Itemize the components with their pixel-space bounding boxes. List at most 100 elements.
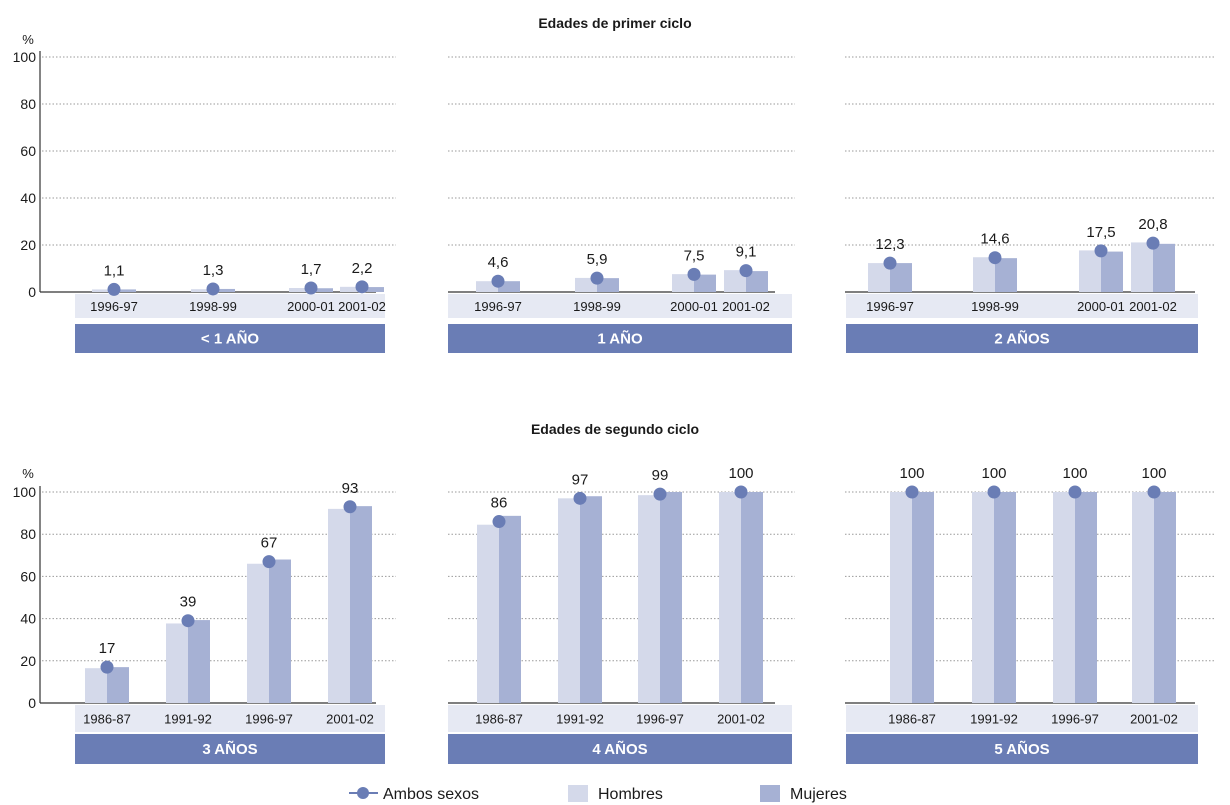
chart-title: Edades de segundo ciclo — [531, 421, 699, 437]
x-tick-label: 2001-02 — [1129, 299, 1177, 314]
bar-hombres — [166, 623, 188, 703]
panel-label: 2 AÑOS — [994, 330, 1049, 348]
x-tick-label: 1991-92 — [970, 712, 1018, 727]
point-ambos-sexos — [262, 555, 276, 569]
data-label: 2,2 — [352, 260, 373, 277]
data-label: 17 — [99, 640, 116, 657]
point-ambos-sexos — [1146, 236, 1160, 250]
bar-mujeres — [188, 620, 210, 703]
x-tick-label: 1986-87 — [888, 712, 936, 727]
y-tick-label: 80 — [20, 96, 36, 112]
point-ambos-sexos — [573, 491, 587, 505]
bar-mujeres — [1153, 243, 1175, 292]
data-label: 4,6 — [488, 254, 509, 271]
bar-hombres — [638, 495, 660, 703]
bar-hombres — [973, 257, 995, 292]
data-label: 100 — [981, 465, 1006, 482]
y-tick-label: 40 — [20, 190, 36, 206]
bar-mujeres — [995, 258, 1017, 292]
bar-hombres — [477, 524, 499, 703]
point-ambos-sexos — [355, 280, 369, 294]
data-label: 14,6 — [980, 231, 1009, 248]
data-label: 17,5 — [1086, 224, 1115, 241]
bar-mujeres — [362, 287, 384, 292]
panel-1-a-o: 0 20 40 60 80 100 1996-97 1998-99 2000-01 2001-02… — [13, 49, 396, 353]
point-ambos-sexos — [492, 515, 506, 529]
panel-4-a-os: 1986-87 1991-92 1996-97 2001-02 86 97 99 100 4 A… — [448, 465, 795, 764]
panel-label: 4 AÑOS — [592, 740, 647, 758]
x-tick-label: 1996-97 — [1051, 712, 1099, 727]
panel-label: < 1 AÑO — [201, 330, 260, 348]
data-label: 5,9 — [587, 251, 608, 268]
bar-mujeres — [912, 492, 934, 703]
y-tick-label: 60 — [20, 143, 36, 159]
bar-hombres — [1132, 492, 1154, 703]
data-label: 39 — [180, 594, 197, 611]
data-label: 67 — [261, 535, 278, 552]
y-tick-label: 100 — [13, 484, 37, 500]
data-label: 1,1 — [104, 262, 125, 279]
point-ambos-sexos — [100, 660, 114, 674]
bar-mujeres — [1154, 492, 1176, 703]
bar-hombres — [85, 668, 107, 703]
bar-hombres — [868, 263, 890, 292]
point-ambos-sexos — [1068, 485, 1082, 499]
category-strip — [75, 294, 385, 318]
panel-band — [846, 324, 1198, 353]
bar-mujeres — [660, 492, 682, 703]
data-label: 9,1 — [736, 244, 757, 261]
data-label: 12,3 — [875, 236, 904, 253]
x-tick-label: 1998-99 — [971, 299, 1019, 314]
y-axis-label: % — [22, 466, 34, 481]
point-ambos-sexos — [206, 282, 220, 296]
bar-hombres — [289, 288, 311, 292]
panel-band — [448, 734, 792, 764]
category-strip — [448, 294, 792, 318]
y-tick-label: 20 — [20, 237, 36, 253]
y-tick-label: 80 — [20, 526, 36, 542]
bar-mujeres — [311, 288, 333, 292]
y-tick-label: 100 — [13, 49, 37, 65]
x-tick-label: 2001-02 — [717, 712, 765, 727]
bar-mujeres — [499, 515, 521, 703]
point-ambos-sexos — [304, 281, 318, 295]
chart-title: Edades de primer ciclo — [538, 15, 691, 31]
point-ambos-sexos — [905, 485, 919, 499]
bar-mujeres — [114, 289, 136, 292]
data-label: 1,3 — [203, 262, 224, 279]
panel-band — [448, 324, 792, 353]
bar-mujeres — [269, 559, 291, 703]
bar-hombres — [972, 492, 994, 703]
x-tick-label: 2001-02 — [338, 299, 386, 314]
data-label: 100 — [1062, 465, 1087, 482]
bar-hombres — [191, 289, 213, 292]
x-tick-label: 1991-92 — [556, 712, 604, 727]
x-tick-label: 2001-02 — [722, 299, 770, 314]
point-ambos-sexos — [1147, 485, 1161, 499]
x-tick-label: 1996-97 — [636, 712, 684, 727]
x-tick-label: 1991-92 — [164, 712, 212, 727]
category-strip — [846, 294, 1198, 318]
bar-mujeres — [746, 271, 768, 292]
bar-hombres — [724, 270, 746, 292]
legend-label: Mujeres — [790, 786, 847, 803]
legend-swatch-hombres — [568, 785, 588, 802]
panel-2-a-os: 1996-97 1998-99 2000-01 2001-02 12,3 14,6 17,5… — [845, 56, 1215, 353]
bar-mujeres — [350, 506, 372, 703]
bar-mujeres — [498, 281, 520, 292]
x-tick-label: 1996-97 — [90, 299, 138, 314]
point-ambos-sexos — [491, 274, 505, 288]
bar-mujeres — [741, 492, 763, 703]
point-ambos-sexos — [590, 271, 604, 285]
panel-band — [75, 324, 385, 353]
bar-mujeres — [1075, 492, 1097, 703]
legend-label: Hombres — [598, 786, 663, 803]
point-ambos-sexos — [739, 264, 753, 278]
bar-mujeres — [213, 288, 235, 292]
data-label: 99 — [652, 467, 669, 484]
bar-mujeres — [1101, 251, 1123, 292]
panel-band — [846, 734, 1198, 764]
x-tick-label: 2000-01 — [1077, 299, 1125, 314]
point-ambos-sexos — [653, 487, 667, 501]
